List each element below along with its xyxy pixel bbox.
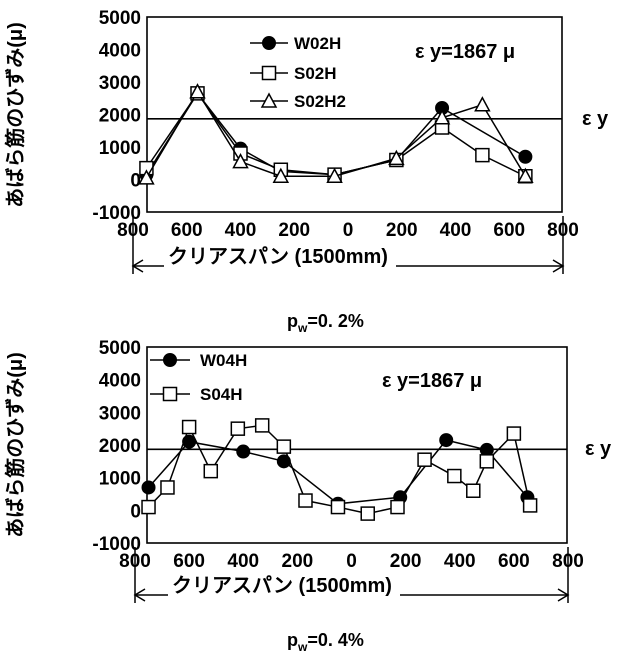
data-point bbox=[230, 421, 246, 436]
legend-label: S02H2 bbox=[294, 92, 346, 111]
span-arrow-head-right bbox=[557, 588, 570, 602]
chart-caption-value: =0. 4% bbox=[307, 630, 364, 650]
data-point bbox=[272, 167, 290, 183]
data-point bbox=[475, 147, 490, 163]
y-tick-label: 0 bbox=[130, 501, 141, 522]
x-tick-label: 600 bbox=[493, 220, 525, 241]
data-point bbox=[522, 498, 538, 513]
data-point bbox=[276, 439, 292, 454]
legend-marker bbox=[163, 353, 177, 367]
y-tick-label: 4000 bbox=[99, 371, 141, 392]
data-point bbox=[433, 109, 451, 125]
y-tick-label: 1000 bbox=[99, 469, 141, 490]
x-tick-label: 600 bbox=[498, 551, 530, 572]
y-tick-label: 2000 bbox=[99, 106, 141, 127]
x-tick-label: 0 bbox=[343, 220, 354, 241]
legend-marker bbox=[260, 92, 278, 108]
x-tick-label: 200 bbox=[390, 551, 422, 572]
series-S02H2 bbox=[138, 83, 534, 185]
data-point bbox=[390, 499, 405, 515]
data-point bbox=[388, 149, 405, 166]
y-tick-label: 2000 bbox=[99, 436, 141, 457]
data-point bbox=[138, 169, 155, 185]
x-axis-label: クリアスパン (1500mm) bbox=[172, 574, 392, 597]
data-point bbox=[360, 506, 375, 521]
legend-label: W04H bbox=[200, 351, 247, 370]
x-tick-label: 400 bbox=[227, 551, 259, 572]
data-point bbox=[447, 468, 462, 484]
x-tick-label: 600 bbox=[173, 551, 205, 572]
legend-marker bbox=[162, 386, 178, 402]
x-tick-label: 400 bbox=[225, 220, 257, 241]
chart-caption: pw=0. 4% bbox=[287, 630, 364, 654]
data-point bbox=[181, 419, 197, 435]
span-arrow-head-left bbox=[133, 588, 146, 602]
yield-annotation: ε y=1867 μ bbox=[382, 370, 482, 392]
legend: W02H S02H S02H2 bbox=[250, 34, 346, 111]
y-tick-label: 0 bbox=[130, 171, 141, 192]
data-point bbox=[330, 499, 346, 515]
y-tick-label: -1000 bbox=[92, 534, 141, 555]
eps-label: ε y bbox=[585, 438, 612, 460]
chart-caption-sub: w bbox=[297, 640, 308, 654]
chart-caption: pw=0. 2% bbox=[287, 311, 364, 335]
series-W04H bbox=[141, 433, 535, 511]
data-point bbox=[232, 153, 249, 169]
x-tick-label: 200 bbox=[386, 220, 418, 241]
x-tick-label: 200 bbox=[278, 220, 310, 241]
plot-frame bbox=[146, 346, 568, 544]
data-point bbox=[236, 444, 251, 459]
legend: W04H S04H bbox=[150, 351, 247, 404]
x-tick-label: 400 bbox=[444, 551, 476, 572]
legend-label: W02H bbox=[294, 34, 341, 53]
x-axis-label-bg bbox=[164, 245, 396, 267]
legend-label: S04H bbox=[200, 385, 243, 404]
data-point bbox=[298, 493, 313, 508]
data-point bbox=[203, 463, 219, 479]
data-point bbox=[439, 433, 454, 448]
data-point bbox=[189, 83, 206, 99]
y-tick-label: 5000 bbox=[99, 8, 141, 29]
data-point bbox=[479, 454, 495, 469]
data-point bbox=[160, 480, 175, 495]
yield-annotation: ε y=1867 μ bbox=[415, 41, 515, 63]
x-axis-label-bg bbox=[168, 574, 400, 596]
data-point bbox=[466, 483, 481, 498]
data-point bbox=[506, 426, 522, 441]
span-arrow-head-right bbox=[552, 259, 565, 273]
data-point bbox=[518, 149, 533, 164]
y-axis-label: あばら筋のひずみ(μ) bbox=[3, 352, 27, 538]
y-tick-label: 1000 bbox=[99, 138, 141, 159]
data-point bbox=[141, 499, 156, 515]
chart-caption-sub: w bbox=[297, 321, 308, 335]
data-point bbox=[141, 480, 156, 495]
y-tick-label: 4000 bbox=[99, 41, 141, 62]
legend-label: S02H bbox=[294, 64, 337, 83]
span-arrow-head-left bbox=[131, 259, 144, 273]
y-axis-label: あばら筋のひずみ(μ) bbox=[3, 22, 27, 208]
x-tick-label: 0 bbox=[346, 551, 357, 572]
series-S04H bbox=[141, 418, 538, 521]
y-tick-label: 3000 bbox=[99, 73, 141, 94]
x-axis-label: クリアスパン (1500mm) bbox=[168, 245, 388, 268]
y-tick-label: 5000 bbox=[99, 338, 141, 359]
legend-marker bbox=[262, 36, 276, 50]
data-point bbox=[474, 96, 491, 112]
data-point bbox=[517, 167, 534, 183]
legend-marker bbox=[261, 65, 277, 81]
eps-label: ε y bbox=[582, 108, 609, 130]
data-point bbox=[417, 452, 432, 467]
chart-caption-value: =0. 2% bbox=[307, 311, 364, 331]
x-tick-label: 200 bbox=[282, 551, 314, 572]
y-tick-label: 3000 bbox=[99, 403, 141, 424]
y-tick-label: -1000 bbox=[92, 203, 141, 224]
plot-frame bbox=[146, 16, 563, 213]
x-tick-label: 600 bbox=[171, 220, 203, 241]
x-tick-label: 400 bbox=[440, 220, 472, 241]
data-point bbox=[326, 167, 343, 183]
data-point bbox=[254, 418, 270, 433]
